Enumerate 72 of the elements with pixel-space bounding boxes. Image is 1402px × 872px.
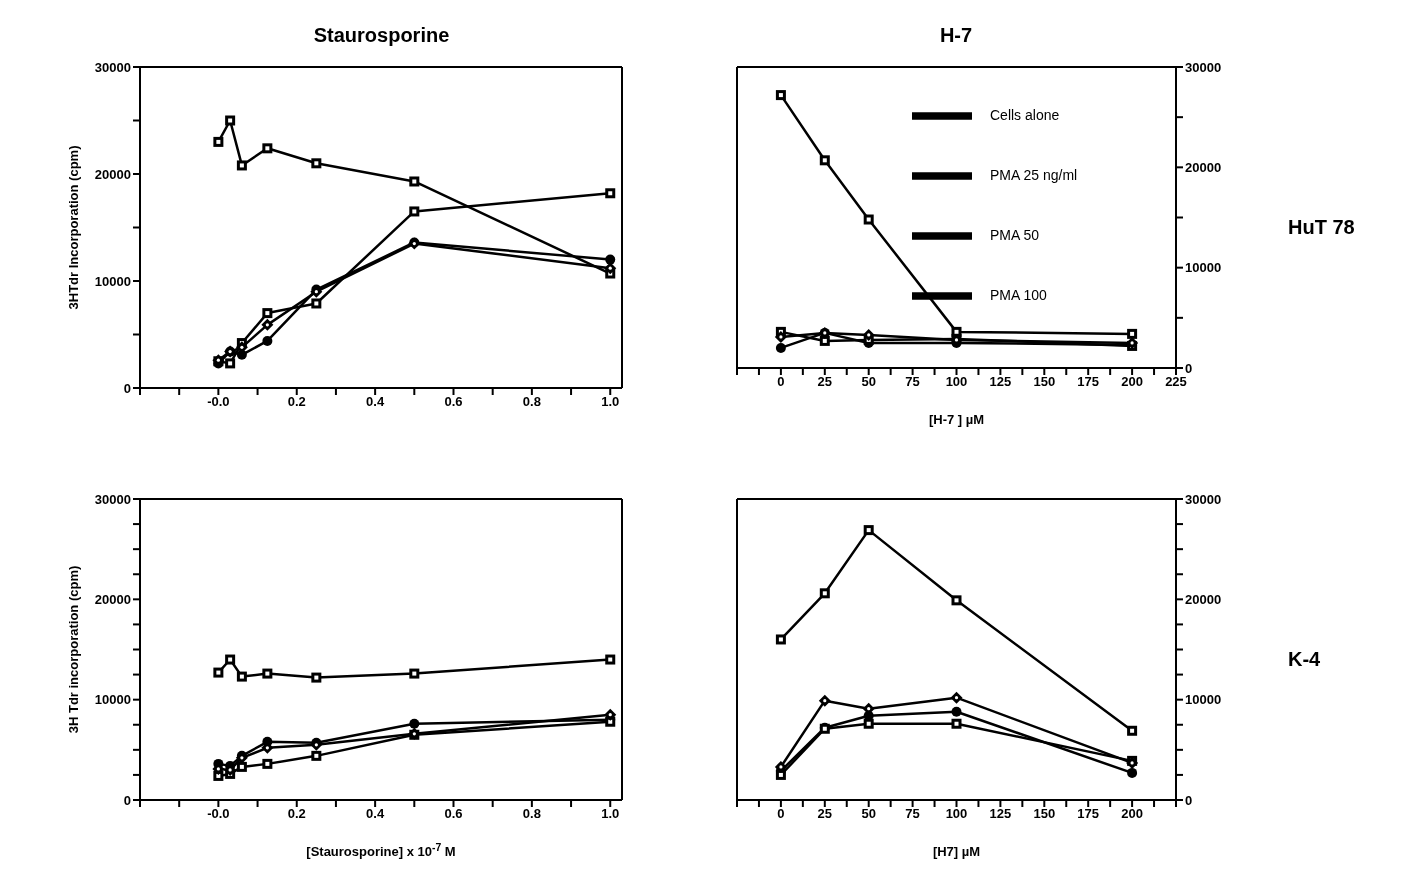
text: HuT 78 xyxy=(1288,216,1355,239)
point xyxy=(950,691,963,704)
x-tick-label: 125 xyxy=(989,806,1012,822)
x-axis-title: [Staurosporine] x 10$^{-7}$ M xyxy=(306,841,456,859)
y2-tick-label: 10000 xyxy=(1185,692,1222,708)
y-tick-label: 10000 xyxy=(94,273,131,289)
point xyxy=(775,342,786,353)
x-tick-label: 75 xyxy=(905,374,920,390)
x-tick-label: 150 xyxy=(1033,374,1056,390)
point xyxy=(951,706,962,717)
x-tick-label: 50 xyxy=(861,806,876,822)
x-tick-label: 225 xyxy=(1165,374,1187,390)
y-tick-label: 20000 xyxy=(94,591,131,607)
x-tick-label: 200 xyxy=(1121,374,1143,390)
point xyxy=(409,718,420,729)
x-tick-label: 100 xyxy=(945,806,968,822)
y2-tick-label: 10000 xyxy=(1185,260,1222,276)
y-axis-title: 3HTdr Incorporation (cpm) xyxy=(66,145,81,310)
x-tick-label: 0.6 xyxy=(444,806,463,822)
x-tick-label: -0.0 xyxy=(207,394,230,410)
y-tick-label: 30000 xyxy=(94,491,131,507)
x-tick-label: 150 xyxy=(1033,806,1056,822)
point xyxy=(261,318,274,331)
x-axis-title: [H7] µM xyxy=(932,844,981,859)
y2-tick-label: 0 xyxy=(1185,360,1193,376)
y-tick-label: 30000 xyxy=(94,59,131,75)
legend-label: PMA 100 xyxy=(990,286,1047,303)
x-tick-label: 125 xyxy=(989,374,1012,390)
y-axis-title: 3H Tdr incorporation (cpm) xyxy=(66,565,81,734)
y2-tick-label: 30000 xyxy=(1185,59,1222,75)
text: K-4 xyxy=(1288,648,1321,671)
y2-tick-label: 20000 xyxy=(1185,591,1222,607)
x-tick-label: 200 xyxy=(1121,806,1143,822)
y2-tick-label: 30000 xyxy=(1185,491,1222,507)
x-tick-label: 0 xyxy=(777,806,785,822)
point xyxy=(818,694,831,707)
x-tick-label: 75 xyxy=(905,806,920,822)
y-tick-label: 10000 xyxy=(94,692,131,708)
x-tick-label: -0.0 xyxy=(207,806,230,822)
x-tick-label: 1.0 xyxy=(601,394,620,410)
x-tick-label: 0.4 xyxy=(366,394,385,410)
x-tick-label: 175 xyxy=(1077,806,1100,822)
x-tick-label: 0.2 xyxy=(287,394,306,410)
x-axis-title: [H-7 ] µM xyxy=(928,412,985,427)
legend-label: PMA 25 ng/ml xyxy=(990,166,1078,183)
x-tick-label: 0.6 xyxy=(444,394,463,410)
y-tick-label: 0 xyxy=(123,792,131,808)
point xyxy=(862,328,875,341)
x-tick-label: 25 xyxy=(817,374,833,390)
x-tick-label: 0.8 xyxy=(522,394,541,410)
x-tick-label: 50 xyxy=(861,374,876,390)
x-tick-label: 175 xyxy=(1077,374,1100,390)
x-tick-label: 0.2 xyxy=(287,806,306,822)
legend-label: PMA 50 xyxy=(990,226,1040,243)
point xyxy=(262,335,273,346)
chart-title: H-7 xyxy=(938,24,974,47)
x-tick-label: 25 xyxy=(817,806,833,822)
point xyxy=(774,760,787,773)
point xyxy=(774,330,787,343)
x-tick-label: 100 xyxy=(945,374,968,390)
point xyxy=(1127,767,1138,778)
legend-label: Cells alone xyxy=(990,106,1060,123)
x-tick-label: 0.4 xyxy=(366,806,385,822)
point xyxy=(604,708,617,721)
y2-tick-label: 20000 xyxy=(1185,159,1222,175)
y2-tick-label: 0 xyxy=(1185,792,1193,808)
x-tick-label: 0.8 xyxy=(522,806,541,822)
chart-title: Staurosporine xyxy=(312,24,451,47)
x-tick-label: 1.0 xyxy=(601,806,620,822)
y-tick-label: 20000 xyxy=(94,166,131,182)
point xyxy=(605,254,616,265)
x-tick-label: 0 xyxy=(777,374,785,390)
